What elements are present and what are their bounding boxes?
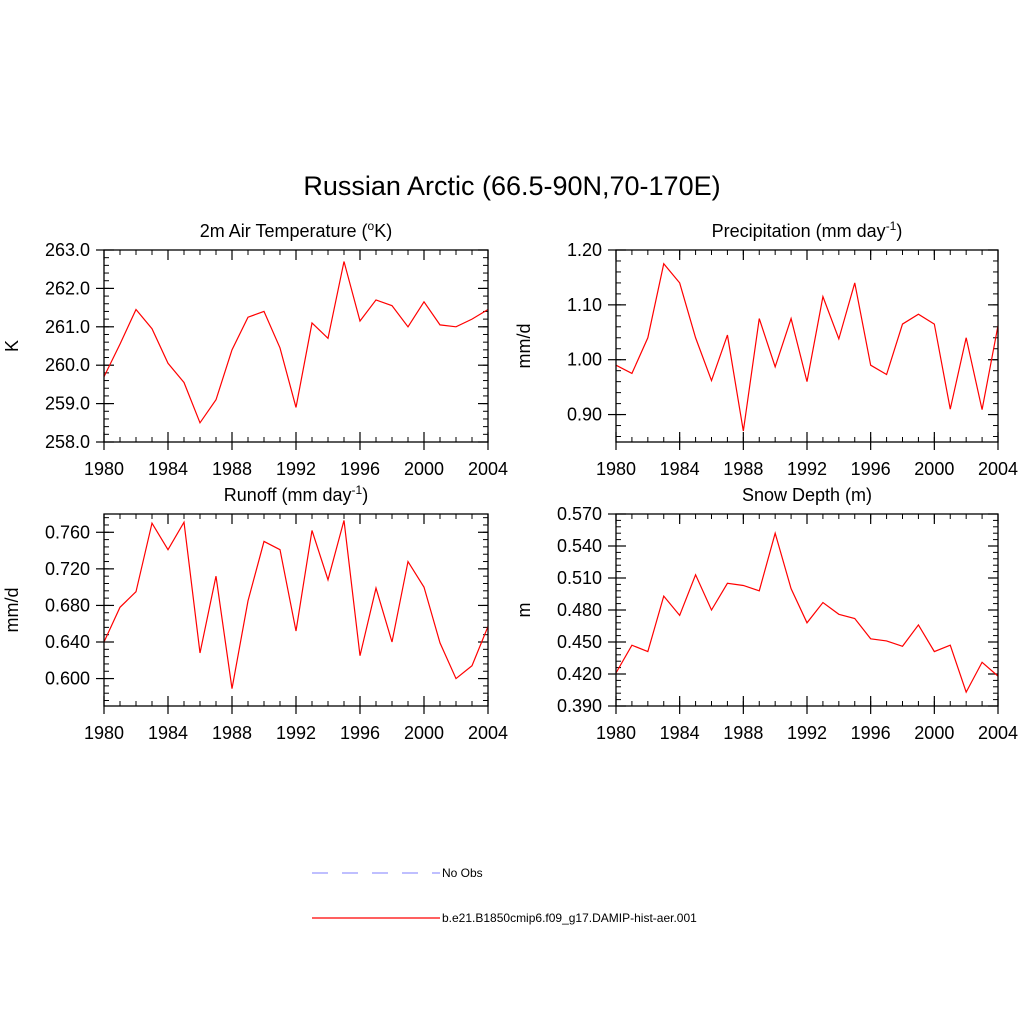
series-line-precipitation [615, 262, 999, 432]
x-tick-label: 2004 [468, 723, 508, 743]
y-tick-label: 262.0 [45, 278, 90, 298]
y-tick-label: 1.20 [567, 240, 602, 260]
x-tick-label: 1988 [723, 723, 763, 743]
x-tick-label: 2000 [914, 723, 954, 743]
x-tick-label: 1984 [660, 459, 700, 479]
panel-title-snow-depth: Snow Depth (m) [742, 485, 872, 505]
x-tick-label: 1980 [596, 723, 636, 743]
y-axis-label: mm/d [514, 324, 534, 369]
y-tick-label: 258.0 [45, 432, 90, 452]
y-tick-label: 0.450 [557, 632, 602, 652]
legend: No Obs b.e21.B1850cmip6.f09_g17.DAMIP-hi… [312, 866, 697, 925]
y-tick-label: 1.10 [567, 295, 602, 315]
plot-frame [103, 249, 489, 443]
panel-precipitation: Precipitation (mm day-1) 1980 1984 1988 1992… [514, 219, 1018, 479]
y-tick-label: 0.390 [557, 696, 602, 716]
panel-title-precipitation: Precipitation (mm day-1) [712, 219, 903, 241]
x-tick-label: 1988 [212, 723, 252, 743]
x-tick-label: 1984 [148, 723, 188, 743]
y-tick-label: 0.510 [557, 568, 602, 588]
series-line-runoff [103, 520, 489, 689]
panel-title-air-temperature: 2m Air Temperature (oK) [200, 219, 392, 241]
y-tick-label: 0.480 [557, 600, 602, 620]
panel-title-runoff: Runoff (mm day-1) [224, 483, 368, 505]
panel-title-tail: ) [896, 221, 902, 241]
y-axis-label: m [514, 603, 534, 618]
y-tick-label: 1.00 [567, 350, 602, 370]
panel-air-temperature: 2m Air Temperature (oK) 1980 1984 1988 1992 1… [2, 219, 508, 479]
x-tick-label: 1992 [276, 459, 316, 479]
legend-model-label: b.e21.B1850cmip6.f09_g17.DAMIP-hist-aer.… [442, 911, 697, 925]
y-tick-label: 0.760 [45, 522, 90, 542]
panel-snow-depth: Snow Depth (m) 1980 1984 1988 1992 1996 2000 20… [514, 485, 1018, 743]
panel-title-text: Precipitation (mm day [712, 221, 886, 241]
plot-frame [615, 513, 999, 707]
x-tick-label: 1980 [84, 459, 124, 479]
legend-obs-label: No Obs [442, 866, 483, 880]
y-tick-label: 0.640 [45, 632, 90, 652]
figure-title: Russian Arctic (66.5-90N,70-170E) [303, 171, 720, 201]
panel-title-text: Snow Depth (m) [742, 485, 872, 505]
x-tick-label: 2000 [404, 723, 444, 743]
y-tick-label: 261.0 [45, 317, 90, 337]
x-tick-label: 2004 [978, 723, 1018, 743]
y-tick-label: 0.540 [557, 536, 602, 556]
y-tick-label: 263.0 [45, 240, 90, 260]
y-tick-label: 0.600 [45, 669, 90, 689]
x-tick-label: 1984 [660, 723, 700, 743]
x-tick-label: 1996 [340, 723, 380, 743]
plot-frame [103, 513, 489, 707]
y-tick-label: 0.570 [557, 504, 602, 524]
x-tick-label: 1992 [276, 723, 316, 743]
y-tick-label: 259.0 [45, 394, 90, 414]
series-line-snow-depth [615, 530, 999, 694]
x-tick-label: 2004 [468, 459, 508, 479]
y-axis-label: K [2, 340, 22, 352]
panel-title-tail: K) [374, 221, 392, 241]
panel-title-superscript: -1 [886, 219, 897, 233]
panel-title-superscript: o [368, 219, 375, 233]
x-tick-label: 1996 [340, 459, 380, 479]
series-line-air-temperature [103, 261, 489, 425]
x-tick-label: 2004 [978, 459, 1018, 479]
panel-title-superscript: -1 [352, 483, 363, 497]
x-tick-label: 2000 [404, 459, 444, 479]
y-tick-label: 260.0 [45, 355, 90, 375]
x-tick-label: 2000 [914, 459, 954, 479]
panel-title-text: Runoff (mm day [224, 485, 352, 505]
x-tick-label: 1988 [723, 459, 763, 479]
plot-frame [615, 249, 999, 443]
y-axis-label: mm/d [2, 588, 22, 633]
y-tick-label: 0.420 [557, 664, 602, 684]
y-tick-label: 0.90 [567, 405, 602, 425]
y-tick-label: 0.680 [45, 595, 90, 615]
x-tick-label: 1984 [148, 459, 188, 479]
panel-title-text: 2m Air Temperature ( [200, 221, 368, 241]
x-tick-label: 1980 [84, 723, 124, 743]
x-tick-label: 1996 [851, 723, 891, 743]
x-tick-label: 1988 [212, 459, 252, 479]
x-tick-label: 1980 [596, 459, 636, 479]
x-tick-label: 1996 [851, 459, 891, 479]
y-tick-label: 0.720 [45, 559, 90, 579]
panel-title-tail: ) [362, 485, 368, 505]
x-tick-label: 1992 [787, 723, 827, 743]
x-tick-label: 1992 [787, 459, 827, 479]
panel-runoff: Runoff (mm day-1) 1980 1984 1988 1992 1996 200… [2, 483, 508, 743]
